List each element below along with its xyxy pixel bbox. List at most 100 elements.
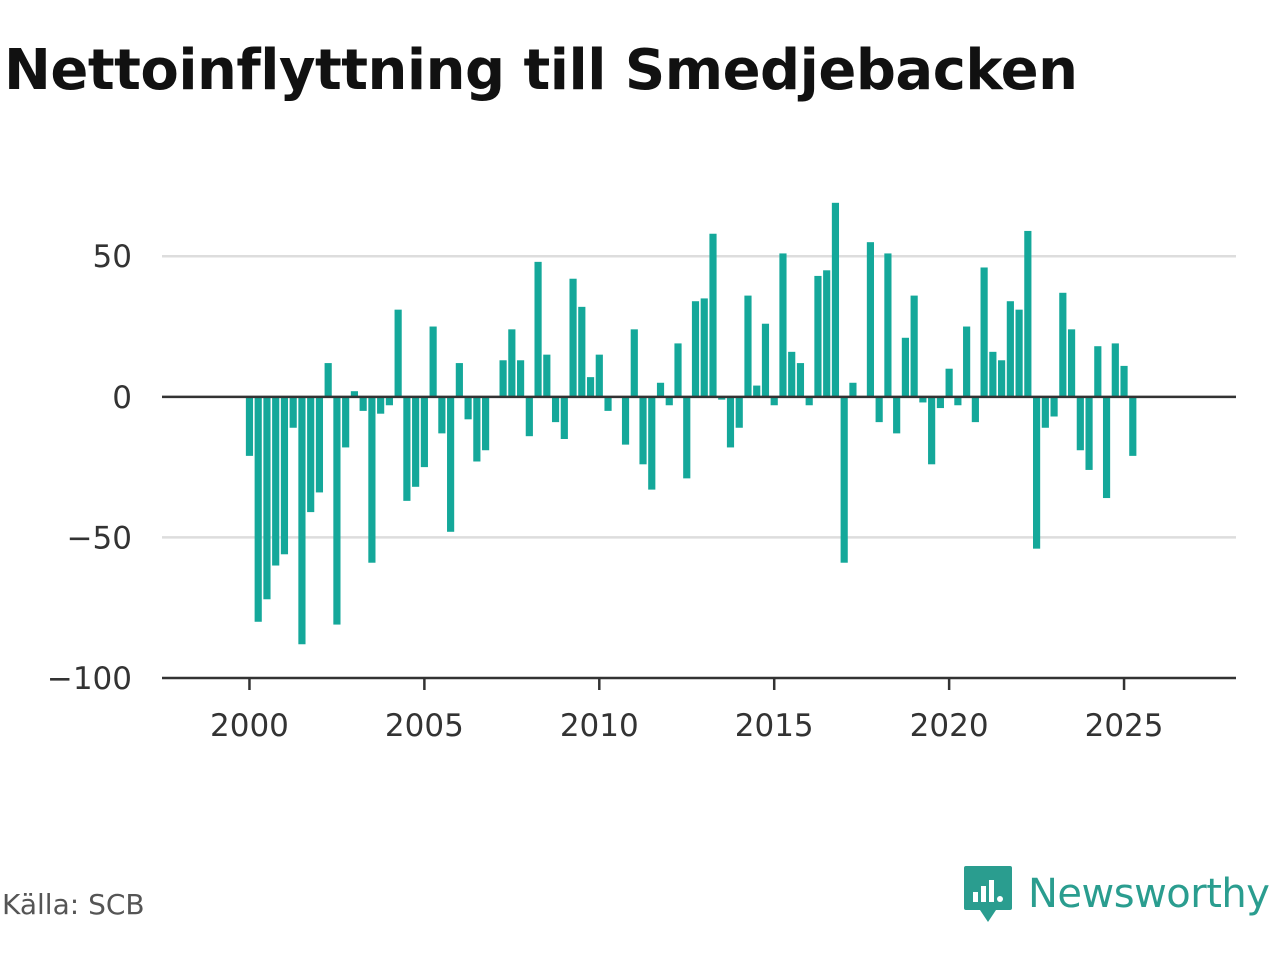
x-axis-labels: 2000 2005 2010 2015 2020 2025 [210,708,1163,744]
bar [438,396,446,434]
x-tick-label: 2025 [1085,708,1164,744]
bar [884,253,892,397]
bar [420,396,428,468]
bar [753,385,761,397]
bar [377,396,385,414]
bar-chart: 50 0 −50 −100 2000 2005 2010 2015 2020 2025 [47,202,1236,744]
bar [980,267,988,397]
bar [307,396,315,513]
bar [289,396,297,428]
y-tick-label: 0 [112,380,132,416]
bar [700,298,708,397]
bar [569,278,577,397]
bar [551,396,560,423]
bar [919,396,927,403]
bar [875,396,883,423]
bar [324,363,332,397]
bar [630,329,638,397]
bar [840,396,848,563]
bar [823,270,831,397]
bar [893,396,901,434]
bar [1129,396,1137,456]
bar [412,396,420,487]
bar [954,396,962,406]
bar [368,396,376,563]
bar [263,396,271,600]
bar [866,242,875,397]
bar [394,309,402,397]
bar [770,396,778,406]
bar [989,351,997,397]
bar [735,396,743,428]
y-tick-label: −100 [47,661,132,697]
bar [1102,396,1111,499]
bar [455,363,463,397]
bar [499,360,507,397]
bar [1067,329,1076,397]
bar [272,396,280,566]
brand-logo: Newsworthy [962,864,1270,924]
bar [665,396,673,406]
x-tick-label: 2005 [385,708,464,744]
chart-title: Nettoinflyttning till Smedjebacken [4,38,1078,103]
bar [280,396,289,555]
bar [761,323,770,397]
bar [674,343,682,397]
bar [254,396,262,622]
bar [726,396,735,448]
bar [482,396,490,451]
x-tick-label: 2000 [210,708,289,744]
bar [560,396,568,439]
bar [245,396,254,456]
bar [718,396,726,400]
bar [805,396,813,406]
bar [1015,309,1023,397]
bar [1033,396,1041,549]
bar [604,396,612,411]
bar [464,396,472,420]
bar [342,396,350,448]
bars [245,202,1137,645]
x-tick-label: 2010 [560,708,639,744]
bar [586,377,595,397]
bar [1120,365,1128,397]
bar [525,396,533,437]
brand-name: Newsworthy [1028,871,1270,917]
bar [359,396,367,411]
bar [779,253,787,397]
bar [333,396,341,625]
bar [447,396,455,532]
bar [1094,346,1102,397]
bar [683,396,691,479]
y-tick-label: −50 [67,520,132,556]
x-tick-label: 2020 [910,708,989,744]
bar [543,354,551,397]
bar [788,351,796,397]
bar [691,301,700,397]
bar [936,396,944,409]
bar [298,396,306,645]
bar [429,326,437,397]
bar [945,368,953,397]
x-tick-label: 2015 [735,708,814,744]
y-axis-labels: 50 0 −50 −100 [47,239,132,697]
bar [998,360,1006,397]
bar [385,396,393,406]
bar [971,396,979,423]
axes [162,395,1236,690]
bar [315,396,324,493]
newsworthy-logo-icon [964,866,1012,922]
bar [595,354,603,397]
bar [534,261,542,397]
bar [709,233,717,397]
bar [910,295,918,397]
y-tick-label: 50 [93,239,132,275]
bar [901,337,909,397]
bar [1085,396,1093,470]
bar [814,275,822,397]
bar [516,360,525,397]
bar [744,295,752,397]
bar [403,396,411,501]
bar [350,391,358,397]
bar [1006,301,1014,397]
